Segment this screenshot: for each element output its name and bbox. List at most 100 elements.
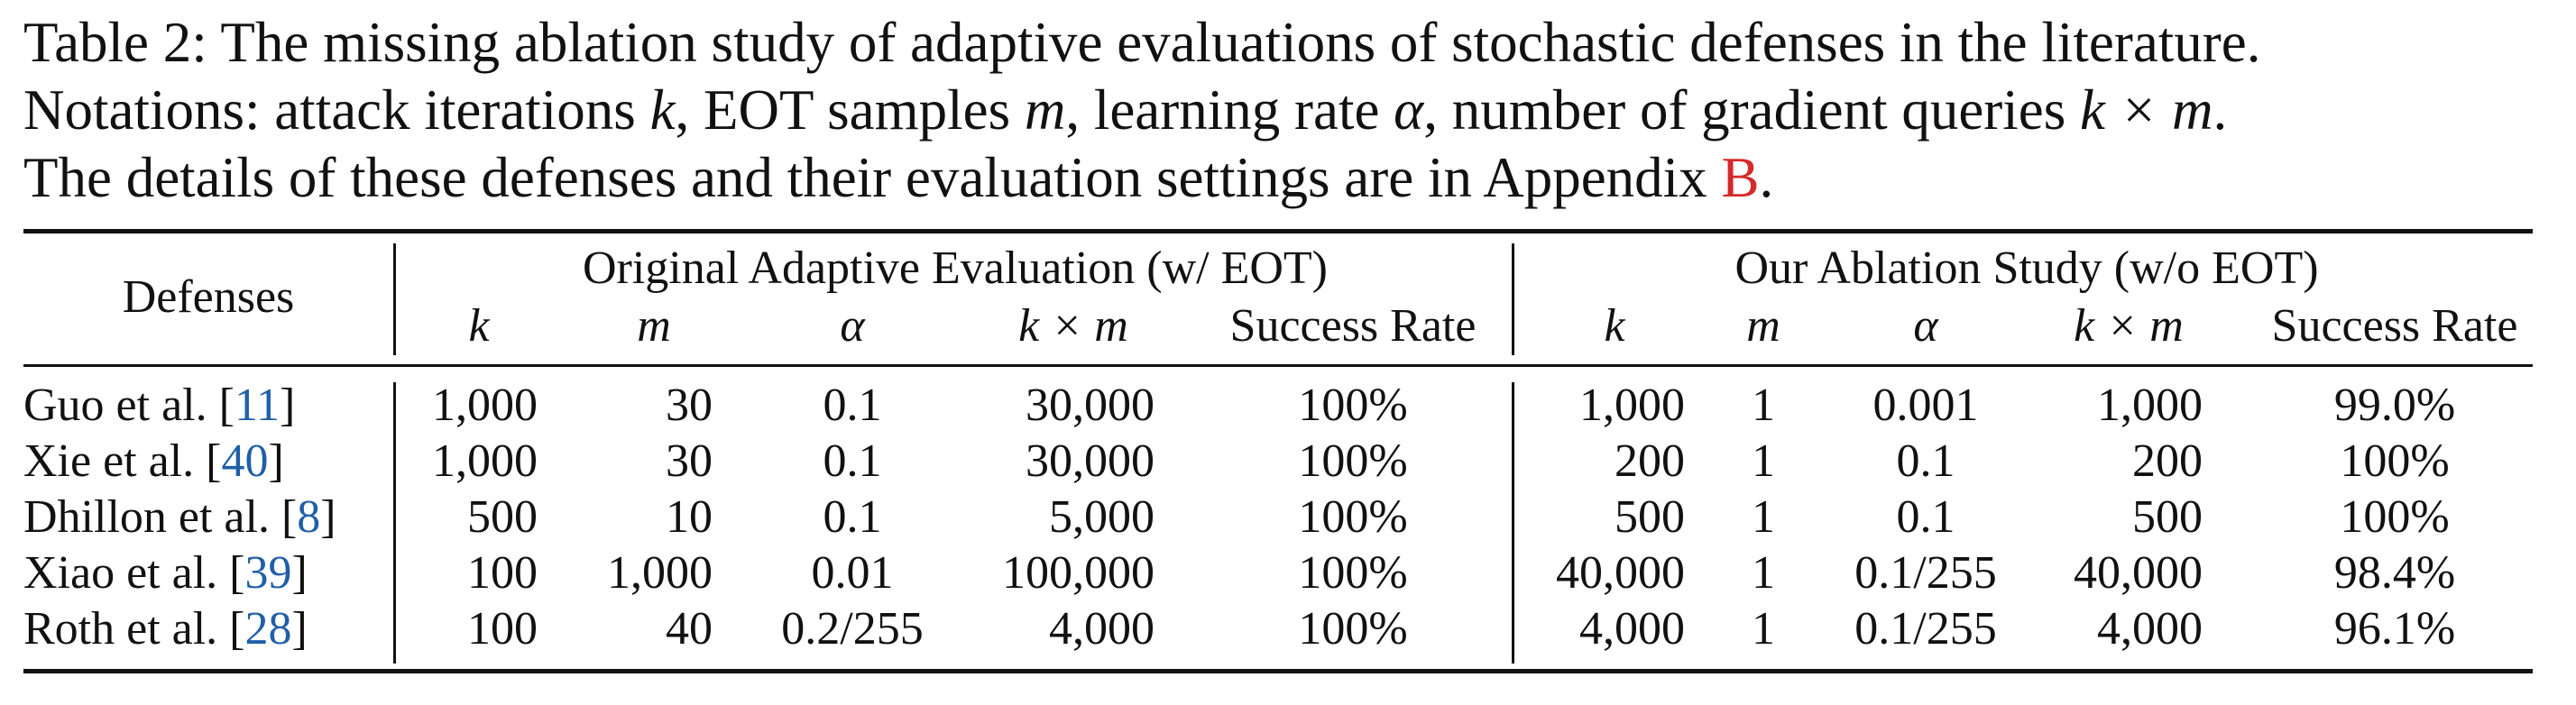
caption-text: , learning rate [1065, 78, 1394, 142]
cell-ablation-k: 500 [1615, 491, 1685, 543]
subheader-alpha: α [840, 300, 865, 352]
cell-ablation-kxm: 40,000 [2074, 547, 2203, 599]
subheader-k: k [468, 300, 490, 352]
citation-bracket: ] [320, 491, 336, 543]
group-header-ablation: Our Ablation Study (w/o EOT) [1734, 243, 2319, 294]
cell-orig-k: 1,000 [432, 435, 538, 487]
citation-link[interactable]: 40 [221, 435, 269, 487]
subheader-kxm: k × m [1018, 300, 1128, 352]
caption-text: Notations: attack iterations [23, 78, 650, 142]
subheader-success-rate: Success Rate [1229, 300, 1477, 352]
subheader-alpha: α [1913, 300, 1938, 352]
cell-ablation-alpha: 0.1/255 [1854, 547, 1997, 599]
cell-orig-kxm: 30,000 [1026, 380, 1155, 431]
cell-ablation-k: 40,000 [1556, 547, 1685, 599]
cell-ablation-k: 200 [1615, 435, 1685, 487]
citation-bracket: ] [291, 603, 308, 655]
appendix-link[interactable]: B [1721, 146, 1760, 209]
math-symbol-m: m [1024, 78, 1066, 142]
cell-orig-success-rate: 100% [1298, 603, 1408, 655]
subheader-kxm: k × m [2074, 300, 2184, 352]
caption-text: The details of these defenses and their … [23, 146, 1722, 209]
citation-bracket: ] [280, 380, 296, 431]
cell-orig-alpha: 0.2/255 [781, 603, 924, 655]
defense-name-cell: Xie et al. [40] [23, 435, 284, 489]
cell-ablation-success-rate: 100% [2340, 491, 2450, 543]
column-separator [393, 382, 396, 664]
defense-name-cell: Dhillon et al. [8] [23, 490, 336, 545]
cell-orig-k: 1,000 [432, 380, 538, 431]
table-bottom-rule [23, 669, 2533, 673]
cell-ablation-m: 1 [1752, 547, 1775, 599]
caption-text: . [2213, 78, 2228, 142]
defenses-header: Defenses [122, 271, 295, 323]
cell-ablation-success-rate: 98.4% [2333, 547, 2456, 599]
subheader-success-rate: Success Rate [2271, 300, 2518, 352]
cell-orig-success-rate: 100% [1298, 547, 1408, 599]
cell-orig-m: 30 [666, 380, 713, 431]
cell-ablation-k: 1,000 [1579, 380, 1685, 431]
cell-ablation-kxm: 1,000 [2097, 380, 2203, 431]
cell-orig-m: 40 [666, 603, 713, 655]
cell-ablation-alpha: 0.1 [1896, 435, 1955, 487]
defense-name: Guo et al. [ [23, 380, 235, 431]
cell-ablation-kxm: 200 [2132, 435, 2203, 487]
cell-ablation-m: 1 [1752, 491, 1775, 543]
cell-ablation-success-rate: 96.1% [2333, 603, 2456, 655]
group-header-original: Original Adaptive Evaluation (w/ EOT) [582, 243, 1328, 294]
caption-line-1: Table 2: The missing ablation study of a… [23, 11, 2261, 74]
citation-link[interactable]: 28 [244, 603, 292, 655]
cell-ablation-kxm: 4,000 [2097, 603, 2203, 655]
citation-link[interactable]: 11 [234, 380, 281, 431]
table-header-rule [23, 364, 2533, 367]
math-symbol-k: k [649, 78, 676, 142]
cell-ablation-m: 1 [1752, 380, 1775, 431]
citation-link[interactable]: 39 [244, 547, 292, 599]
cell-orig-kxm: 5,000 [1049, 491, 1155, 543]
cell-orig-m: 1,000 [607, 547, 713, 599]
cell-ablation-success-rate: 99.0% [2333, 380, 2456, 431]
subheader-k: k [1604, 300, 1625, 352]
cell-orig-success-rate: 100% [1298, 435, 1408, 487]
defense-name: Xie et al. [ [23, 435, 222, 487]
cell-ablation-k: 4,000 [1579, 603, 1685, 655]
defense-name-cell: Guo et al. [11] [23, 379, 295, 433]
caption-text: . [1759, 146, 1774, 209]
citation-link[interactable]: 8 [297, 491, 321, 543]
cell-orig-alpha: 0.01 [811, 547, 894, 599]
cell-orig-kxm: 4,000 [1049, 603, 1155, 655]
cell-orig-alpha: 0.1 [823, 380, 882, 431]
citation-bracket: ] [291, 547, 308, 599]
caption-text: , EOT samples [675, 78, 1025, 142]
defense-name-cell: Xiao et al. [39] [23, 546, 308, 600]
subheader-m: m [637, 300, 671, 352]
cell-orig-m: 10 [666, 491, 713, 543]
citation-bracket: ] [268, 435, 284, 487]
defense-name: Roth et al. [ [23, 603, 245, 655]
cell-orig-alpha: 0.1 [823, 491, 882, 543]
column-separator [393, 243, 396, 355]
math-symbol-kxm: k × m [2080, 78, 2213, 142]
math-symbol-alpha: α [1394, 78, 1424, 142]
subheader-m: m [1746, 300, 1780, 352]
defense-name-cell: Roth et al. [28] [23, 602, 308, 656]
caption-line-3: The details of these defenses and their … [23, 144, 2558, 212]
cell-orig-kxm: 30,000 [1026, 435, 1155, 487]
table-top-rule [23, 229, 2533, 233]
defense-name: Dhillon et al. [ [23, 491, 298, 543]
cell-ablation-alpha: 0.1 [1896, 491, 1955, 543]
cell-orig-k: 500 [467, 491, 538, 543]
cell-ablation-kxm: 500 [2132, 491, 2203, 543]
column-separator [1512, 243, 1514, 355]
caption-text: , number of gradient queries [1423, 78, 2081, 142]
cell-ablation-m: 1 [1752, 435, 1775, 487]
column-separator [1512, 382, 1514, 664]
defense-name: Xiao et al. [ [23, 547, 245, 599]
cell-orig-m: 30 [666, 435, 713, 487]
cell-orig-alpha: 0.1 [823, 435, 882, 487]
cell-orig-success-rate: 100% [1298, 491, 1408, 543]
cell-orig-k: 100 [467, 547, 538, 599]
cell-ablation-success-rate: 100% [2340, 435, 2450, 487]
cell-orig-k: 100 [467, 603, 538, 655]
cell-ablation-m: 1 [1752, 603, 1775, 655]
